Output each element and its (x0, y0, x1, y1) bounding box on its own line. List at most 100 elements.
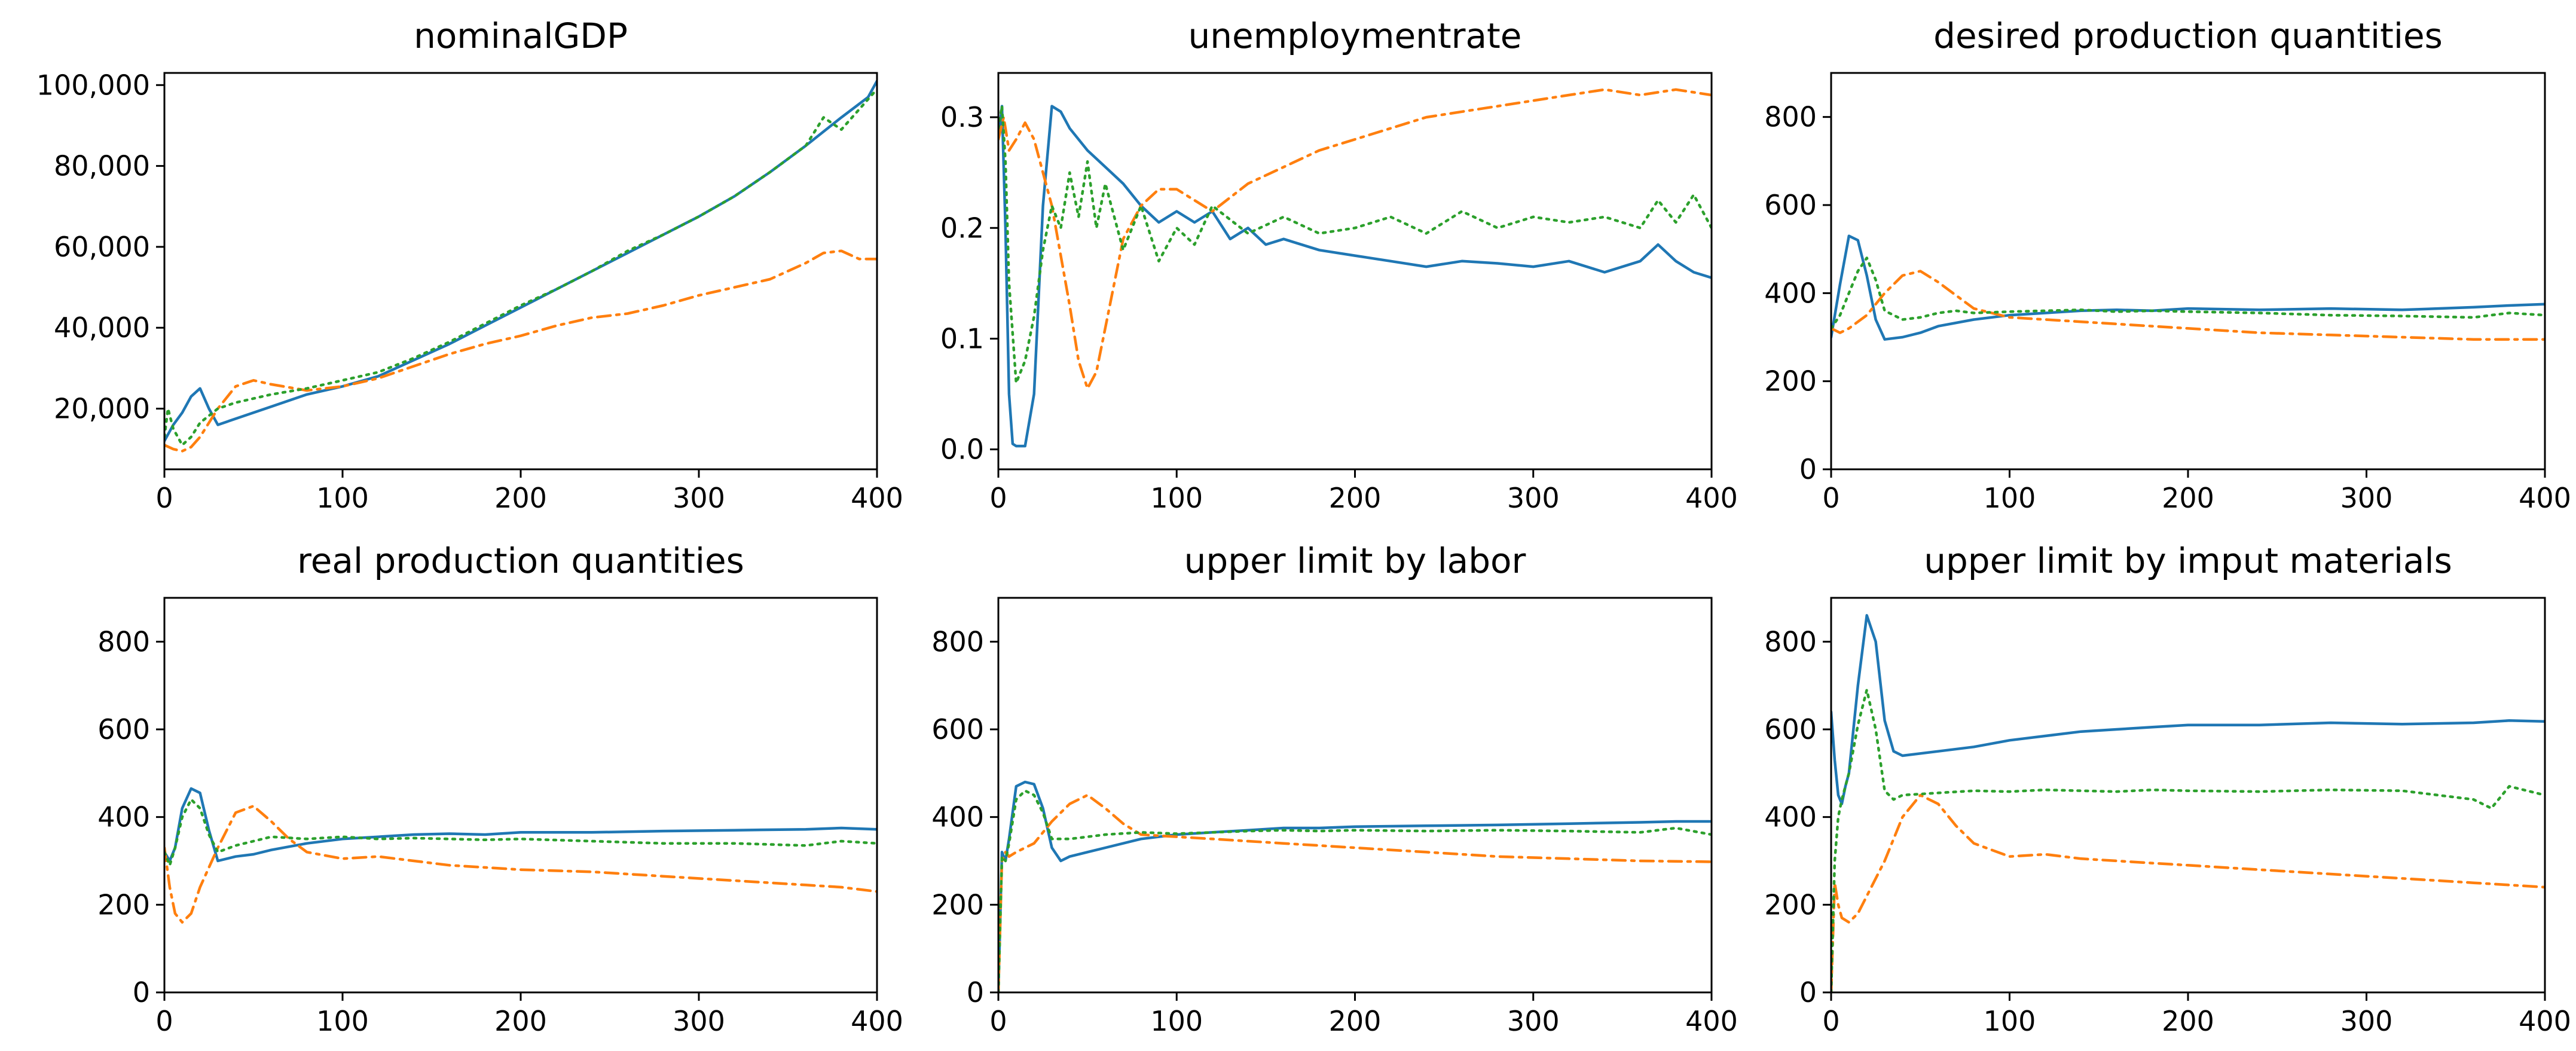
x-tick-label: 0 (155, 482, 173, 514)
x-tick-label: 100 (316, 482, 369, 514)
y-tick-label: 0 (1799, 976, 1817, 1009)
y-tick-label: 800 (1764, 101, 1817, 133)
y-tick-label: 80,000 (54, 150, 150, 182)
x-tick-label: 200 (2162, 482, 2214, 514)
series-group (164, 80, 877, 453)
x-tick-label: 100 (1150, 482, 1203, 514)
x-tick-label: 200 (2162, 1005, 2214, 1037)
y-tick-label: 100,000 (36, 69, 150, 101)
y-tick-label: 400 (97, 801, 150, 833)
x-tick-label: 200 (494, 1005, 547, 1037)
chart-title: desired production quantities (1933, 16, 2443, 56)
x-tick-label: 300 (1507, 1005, 1560, 1037)
series-line-3 (164, 87, 877, 447)
series-line-1 (164, 80, 877, 442)
y-tick-label: 20,000 (54, 393, 150, 425)
y-tick-label: 40,000 (54, 311, 150, 344)
chart-panel-5: upper limit by labor 0 100 200 300 400 0 200 400… (931, 540, 1738, 1037)
x-tick-label: 0 (1822, 482, 1839, 514)
y-tick-label: 600 (97, 713, 150, 746)
chart-panel-2: unemploymentrate 0 100 200 300 400 0.0 0.1 0.2 0.… (940, 16, 1738, 514)
y-tick-label: 200 (1764, 365, 1817, 398)
x-tick-label: 400 (2519, 482, 2571, 514)
chart-title: upper limit by labor (1184, 540, 1526, 581)
axes-frame (163, 597, 878, 994)
chart-panel-6: upper limit by imput materials 0 100 200 300… (1764, 540, 2571, 1037)
axes-frame (1830, 72, 2546, 470)
x-tick-label: 300 (1507, 482, 1560, 514)
chart-panel-1: nominalGDP 0 100 200 300 400 20,000 40,000 60,00… (36, 16, 903, 514)
x-tick-label: 400 (1685, 482, 1738, 514)
axes-frame (997, 597, 1713, 994)
y-tick-label: 0.1 (940, 322, 984, 355)
series-line-3 (998, 105, 1712, 384)
x-tick-label: 300 (2340, 482, 2393, 514)
x-tick-label: 400 (851, 1005, 903, 1037)
y-tick-label: 800 (97, 625, 150, 658)
x-tick-label: 200 (494, 482, 547, 514)
y-tick-label: 600 (931, 713, 984, 746)
x-tick-label: 200 (1329, 482, 1382, 514)
series-line-3 (1831, 256, 2545, 330)
x-tick-label: 300 (673, 482, 725, 514)
y-tick-label: 0.2 (940, 212, 984, 244)
x-tick-label: 300 (2340, 1005, 2393, 1037)
x-tick-label: 0 (989, 482, 1007, 514)
axes-frame (163, 72, 878, 470)
y-tick-label: 600 (1764, 713, 1817, 746)
y-tick-label: 600 (1764, 189, 1817, 221)
y-tick-label: 0.3 (940, 101, 984, 133)
chart-title: upper limit by imput materials (1924, 540, 2452, 581)
y-tick-label: 60,000 (54, 231, 150, 263)
series-line-1 (998, 105, 1712, 448)
x-tick-label: 0 (155, 1005, 173, 1037)
series-group (1831, 614, 2545, 992)
series-group (998, 88, 1712, 448)
x-tick-label: 400 (1685, 1005, 1738, 1037)
x-tick-label: 0 (989, 1005, 1007, 1037)
y-tick-label: 800 (931, 625, 984, 658)
series-line-2 (998, 793, 1712, 992)
x-tick-label: 400 (2519, 1005, 2571, 1037)
x-tick-label: 100 (1984, 1005, 2036, 1037)
y-tick-label: 400 (1764, 801, 1817, 833)
series-line-3 (164, 798, 877, 867)
series-line-3 (1831, 688, 2545, 992)
y-tick-label: 800 (1764, 625, 1817, 658)
x-tick-label: 200 (1329, 1005, 1382, 1037)
series-line-1 (1831, 614, 2545, 805)
series-line-1 (1831, 234, 2545, 341)
x-tick-label: 100 (1984, 482, 2036, 514)
y-tick-label: 200 (931, 888, 984, 921)
series-line-1 (998, 780, 1712, 992)
series-line-2 (164, 249, 877, 453)
series-line-1 (164, 787, 877, 863)
series-group (1831, 234, 2545, 341)
chart-title: real production quantities (297, 540, 744, 581)
y-tick-label: 0 (1799, 453, 1817, 485)
y-tick-label: 400 (931, 801, 984, 833)
x-tick-label: 100 (1150, 1005, 1203, 1037)
y-tick-label: 0.0 (940, 433, 984, 466)
chart-panel-3: desired production quantities 0 100 200 300 4… (1764, 16, 2571, 514)
y-tick-label: 0 (967, 976, 984, 1009)
y-tick-label: 200 (1764, 888, 1817, 921)
series-line-2 (164, 805, 877, 924)
y-tick-label: 400 (1764, 277, 1817, 309)
chart-title: unemploymentrate (1188, 16, 1522, 56)
series-line-2 (1831, 270, 2545, 341)
series-line-2 (998, 88, 1712, 390)
x-tick-label: 0 (1822, 1005, 1839, 1037)
series-group (164, 787, 877, 924)
chart-title: nominalGDP (414, 16, 628, 56)
series-line-3 (998, 789, 1712, 992)
x-tick-label: 100 (316, 1005, 369, 1037)
x-tick-label: 400 (851, 482, 903, 514)
y-tick-label: 200 (97, 888, 150, 921)
y-tick-label: 0 (133, 976, 150, 1009)
x-tick-label: 300 (673, 1005, 725, 1037)
series-group (998, 780, 1712, 992)
chart-panel-4: real production quantities 0 100 200 300 400 0… (97, 540, 903, 1037)
series-line-2 (1831, 793, 2545, 992)
